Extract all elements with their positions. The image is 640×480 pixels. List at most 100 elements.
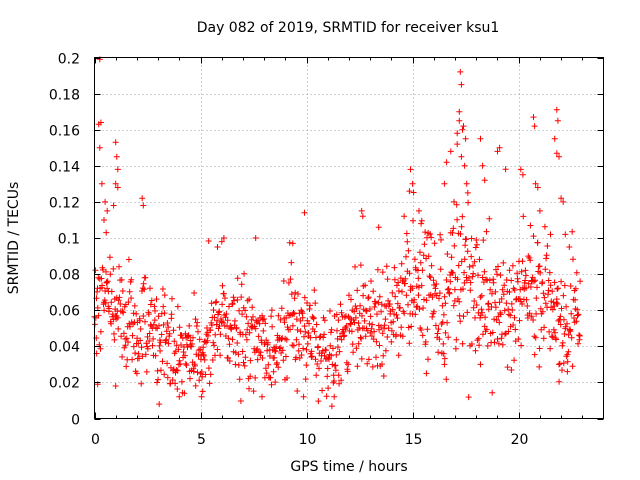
data-point	[419, 267, 426, 274]
data-point	[139, 353, 146, 360]
data-point	[468, 341, 475, 347]
data-point	[524, 303, 531, 309]
data-point	[545, 287, 552, 294]
data-point	[254, 345, 261, 352]
data-point	[229, 336, 236, 343]
data-point	[431, 240, 438, 247]
data-point	[551, 135, 558, 142]
data-point	[395, 352, 402, 359]
data-point	[183, 362, 190, 369]
data-point	[262, 320, 269, 327]
data-point	[441, 361, 448, 368]
data-point	[505, 306, 512, 313]
data-point	[220, 290, 227, 297]
data-point	[279, 347, 286, 354]
data-point	[188, 343, 195, 350]
data-point	[146, 338, 153, 344]
data-point	[562, 231, 569, 238]
data-point	[436, 290, 443, 297]
data-point	[454, 130, 461, 137]
data-point	[205, 365, 212, 372]
data-point	[470, 270, 477, 277]
data-point	[504, 364, 511, 371]
data-point	[110, 202, 117, 209]
data-point	[174, 303, 181, 310]
data-point	[219, 282, 226, 289]
data-point	[224, 323, 230, 330]
data-point	[437, 266, 444, 273]
data-point	[406, 188, 413, 195]
data-point	[564, 368, 571, 375]
data-point	[492, 288, 499, 295]
data-point	[495, 340, 502, 347]
data-point	[363, 308, 370, 315]
data-point	[459, 213, 466, 220]
data-point	[103, 229, 110, 236]
data-point	[324, 373, 331, 380]
data-point	[553, 150, 560, 157]
data-point	[133, 310, 140, 317]
data-point	[482, 314, 489, 321]
data-point	[478, 292, 485, 299]
data-point	[268, 307, 275, 314]
data-point	[549, 306, 556, 313]
data-point	[542, 266, 549, 273]
data-point	[312, 356, 319, 363]
data-point	[283, 336, 290, 343]
data-point	[534, 184, 541, 191]
data-point	[436, 295, 442, 302]
data-point	[523, 296, 530, 303]
x-tick-label: 5	[197, 432, 206, 448]
data-point	[151, 317, 158, 324]
data-point	[519, 258, 526, 265]
data-point	[558, 195, 565, 202]
data-point	[333, 351, 340, 358]
data-point	[120, 330, 127, 337]
data-point	[416, 207, 422, 214]
data-point	[423, 297, 430, 304]
data-point	[402, 275, 409, 282]
data-point	[238, 281, 245, 288]
y-tick-label: 0.1	[58, 232, 80, 248]
data-point	[465, 394, 472, 401]
data-point	[274, 359, 280, 366]
data-point	[479, 309, 486, 316]
data-point	[101, 297, 108, 304]
data-point	[115, 325, 122, 332]
data-point	[354, 363, 361, 370]
data-point	[160, 303, 167, 310]
data-point	[435, 349, 442, 356]
data-point	[165, 340, 172, 347]
data-point	[246, 329, 253, 336]
data-point	[423, 370, 430, 377]
data-point	[457, 231, 464, 237]
data-point	[564, 320, 570, 327]
data-point	[150, 335, 157, 342]
data-point	[433, 281, 440, 287]
data-point	[259, 316, 266, 323]
data-point	[455, 262, 462, 269]
data-point	[275, 312, 282, 319]
data-point	[459, 340, 466, 347]
data-point	[479, 162, 486, 169]
data-point	[121, 344, 128, 351]
data-point	[406, 340, 413, 347]
data-point	[457, 68, 464, 75]
data-point	[567, 328, 574, 335]
data-point	[156, 401, 163, 408]
data-point	[541, 223, 548, 230]
data-point	[216, 323, 223, 330]
data-point	[268, 381, 275, 388]
data-point	[118, 333, 125, 340]
data-point	[311, 328, 318, 335]
data-point	[401, 310, 408, 317]
data-point	[211, 314, 218, 321]
data-point	[575, 340, 581, 347]
data-point	[343, 323, 350, 329]
data-point	[115, 297, 122, 304]
data-point	[168, 311, 175, 318]
data-point	[280, 357, 287, 364]
data-point	[378, 324, 384, 331]
data-point	[234, 296, 241, 303]
